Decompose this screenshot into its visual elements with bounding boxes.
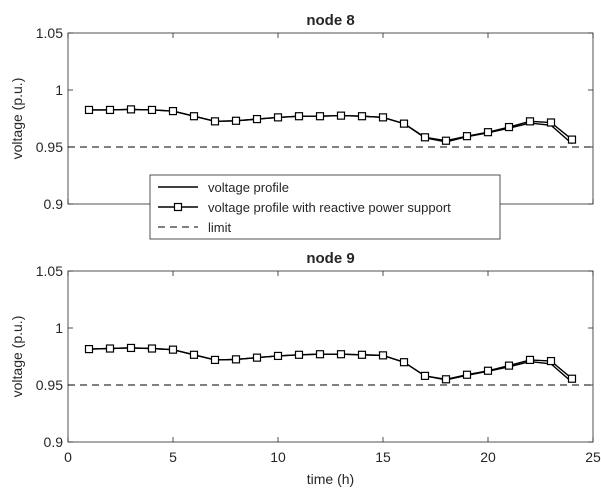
- data-point: [441, 136, 451, 145]
- y-tick-label: 0.9: [44, 434, 64, 450]
- data-point: [441, 375, 451, 384]
- chart-panel-2: node 9 0.9 0.95 1 1.05 0 5 10 15 20 25 voltage (p.u…: [9, 250, 601, 487]
- data-point: [252, 114, 262, 124]
- data-point: [231, 355, 241, 364]
- data-point: [105, 105, 115, 115]
- chart-title: node 8: [306, 12, 354, 29]
- chart-panel-1: node 8 0.9 0.95 1 1.05 voltage (p.u.) voltage …: [9, 12, 594, 240]
- data-point: [504, 122, 514, 132]
- y-tick-label: 1.05: [36, 263, 63, 279]
- data-point: [546, 118, 556, 127]
- data-point: [483, 366, 493, 375]
- legend-label-2: voltage profile with reactive power supp…: [208, 200, 451, 215]
- y-tick-label: 1.05: [36, 25, 63, 41]
- x-tick-label: 25: [585, 449, 601, 465]
- legend-box: [149, 174, 501, 240]
- y-tick-label: 1: [55, 320, 63, 336]
- x-tick-label: 10: [270, 449, 286, 465]
- data-point: [189, 112, 199, 121]
- legend-label-1: voltage profile: [208, 180, 289, 195]
- x-axis-label: time (h): [307, 471, 354, 487]
- data-point: [210, 117, 220, 126]
- y-tick-label: 1: [55, 82, 63, 98]
- data-point: [336, 111, 346, 120]
- data-point: [567, 135, 577, 144]
- plot-area: [67, 270, 594, 443]
- data-point: [147, 105, 157, 115]
- y-axis-label: voltage (p.u.): [9, 78, 25, 160]
- legend-marker: [173, 202, 183, 212]
- data-point: [399, 358, 409, 367]
- x-tick-label: 5: [169, 449, 177, 465]
- data-point: [252, 353, 262, 362]
- data-point: [126, 343, 136, 353]
- y-tick-label: 0.95: [36, 139, 63, 155]
- data-point: [210, 355, 220, 365]
- data-point: [420, 133, 430, 142]
- data-point: [126, 105, 136, 114]
- data-point: [84, 344, 94, 354]
- data-point: [315, 350, 325, 359]
- data-point: [462, 370, 472, 379]
- data-point: [420, 371, 430, 380]
- x-tick-label: 20: [480, 449, 496, 465]
- data-point: [525, 117, 535, 126]
- data-point: [105, 344, 115, 353]
- legend-label-3: limit: [208, 220, 231, 235]
- data-point: [378, 113, 388, 122]
- data-point: [546, 356, 556, 366]
- y-tick-label: 0.95: [36, 377, 63, 393]
- data-point: [357, 350, 367, 359]
- y-axis-label: voltage (p.u.): [9, 316, 25, 398]
- data-point: [273, 113, 283, 122]
- data-point: [336, 350, 346, 359]
- chart-title: node 9: [306, 250, 354, 267]
- data-point: [483, 128, 493, 137]
- x-tick-label: 0: [64, 449, 72, 465]
- data-point: [273, 351, 283, 361]
- data-point: [294, 112, 304, 121]
- legend: voltage profile voltage profile with reac…: [149, 174, 501, 240]
- data-point: [378, 351, 388, 360]
- data-point: [525, 355, 535, 365]
- data-point: [294, 350, 304, 359]
- data-point: [84, 105, 94, 115]
- data-point: [189, 350, 199, 359]
- data-point: [231, 116, 241, 125]
- data-point: [567, 374, 577, 383]
- data-point: [147, 344, 157, 353]
- data-point: [462, 132, 472, 141]
- x-tick-label: 15: [375, 449, 391, 465]
- data-point: [168, 106, 178, 116]
- data-point: [357, 112, 367, 121]
- data-point: [399, 119, 409, 128]
- data-point: [315, 112, 325, 121]
- data-point: [168, 345, 178, 354]
- y-tick-label: 0.9: [44, 196, 64, 212]
- data-point: [504, 361, 514, 370]
